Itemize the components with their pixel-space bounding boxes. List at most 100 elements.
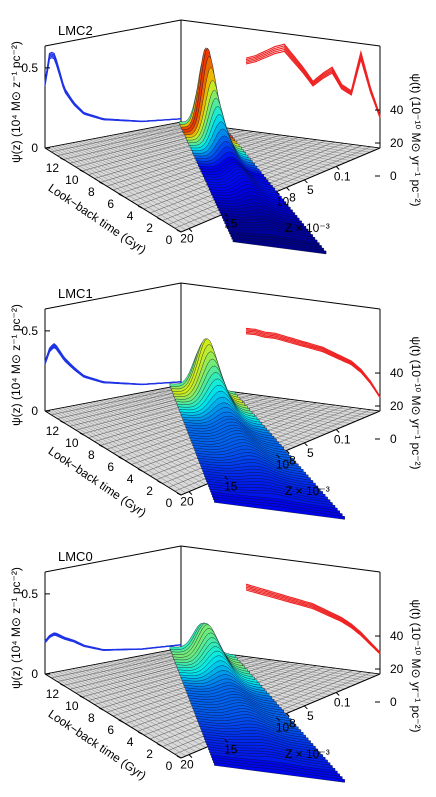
right-axis-tick-label: 0 xyxy=(390,169,397,183)
time-axis-tick xyxy=(157,743,162,747)
right-axis-tick-label: 20 xyxy=(390,136,404,150)
time-axis-tick-label: 2 xyxy=(146,221,153,235)
floor-grid-line xyxy=(51,146,192,228)
right-wall-top xyxy=(180,19,381,47)
floor-grid-line xyxy=(78,141,231,212)
z-axis-tick xyxy=(224,213,229,217)
floor-grid-line xyxy=(55,145,197,226)
panel-title: LMC0 xyxy=(58,549,93,564)
surface-ridge xyxy=(214,762,345,783)
left-axis-tick-label: 0 xyxy=(31,404,38,418)
left-wall-top xyxy=(44,19,182,47)
time-axis-tick-label: 6 xyxy=(107,723,114,737)
right-axis-tick-label: 40 xyxy=(390,629,404,643)
right-axis-label: ψ(t) (10⁻¹⁰ M⊙ yr⁻¹ pc⁻²) xyxy=(409,599,423,732)
psi-t-curve xyxy=(245,43,381,116)
time-axis-tick-label: 6 xyxy=(107,197,114,211)
right-axis-tick-label: 20 xyxy=(390,399,404,413)
psi-t-curve xyxy=(245,586,381,654)
time-axis-tick-label: 10 xyxy=(65,699,79,713)
surface-ridge xyxy=(232,238,327,255)
z-axis-tick-label: 10 xyxy=(276,458,290,472)
z-axis-tick xyxy=(276,717,280,722)
z-axis-tick xyxy=(188,754,193,758)
z-axis-tick xyxy=(276,191,280,196)
z-axis-tick xyxy=(286,187,290,191)
time-axis-tick-label: 0 xyxy=(166,496,173,510)
z-axis-tick-label: 8 xyxy=(289,453,296,467)
floor-grid-line xyxy=(72,668,221,742)
time-axis-tick-label: 8 xyxy=(88,185,95,199)
psi-t-curve xyxy=(245,589,381,655)
psi-t-curve xyxy=(245,329,381,398)
right-wall-top xyxy=(180,545,381,573)
left-wall-top xyxy=(44,545,182,573)
time-axis-tick-label: 4 xyxy=(127,735,134,749)
panel-title: LMC1 xyxy=(58,286,93,301)
z-axis-tick xyxy=(304,179,308,184)
left-wall-base xyxy=(44,384,182,412)
right-wall-top xyxy=(180,282,381,310)
floor-grid-line xyxy=(65,669,211,746)
z-axis-tick xyxy=(335,166,340,170)
z-axis-tick-label: 5 xyxy=(307,446,314,460)
time-axis-tick xyxy=(99,181,104,185)
time-axis-tick xyxy=(137,205,143,209)
time-axis-tick xyxy=(157,480,162,484)
time-axis-tick xyxy=(79,695,85,699)
z-axis-tick-label: 10 xyxy=(276,195,290,209)
left-axis-label: ψ(z) (10⁴ M⊙ z⁻¹ pc⁻²) xyxy=(9,41,23,163)
psi-z-curve xyxy=(44,51,182,122)
z-axis-line xyxy=(180,147,381,233)
time-axis-tick xyxy=(118,719,123,723)
z-axis-tick xyxy=(304,442,308,447)
floor-grid-line xyxy=(48,410,187,494)
time-axis-tick xyxy=(79,169,85,173)
floor-grid-line xyxy=(48,147,187,231)
z-axis-tick-label: 8 xyxy=(289,190,296,204)
z-axis-tick-label: 0.1 xyxy=(334,432,351,446)
right-axis-label: ψ(t) (10⁻¹⁰ M⊙ yr⁻¹ pc⁻²) xyxy=(409,336,423,469)
floor-grid-line xyxy=(58,671,201,750)
floor-grid-line xyxy=(58,408,201,487)
time-axis-tick xyxy=(60,420,65,424)
time-axis-tick xyxy=(176,755,182,759)
z-axis-tick-label: 0.1 xyxy=(334,695,351,709)
right-axis-tick-label: 0 xyxy=(390,695,397,709)
psi-z-curve xyxy=(44,53,182,122)
floor-grid-line xyxy=(65,143,211,220)
z-axis-tick-label: 15 xyxy=(224,743,238,757)
time-axis-tick xyxy=(176,229,182,233)
left-wall-base xyxy=(44,121,182,149)
time-axis-tick xyxy=(79,432,85,436)
right-axis-tick-label: 0 xyxy=(390,432,397,446)
left-axis-tick-label: 0.5 xyxy=(21,587,38,601)
right-axis-label: ψ(t) (10⁻¹⁰ M⊙ yr⁻¹ pc⁻²) xyxy=(409,73,423,206)
floor-grid-line xyxy=(68,406,216,481)
floor-grid-line xyxy=(61,407,206,485)
floor-grid-line xyxy=(61,670,206,748)
time-axis-tick-label: 12 xyxy=(46,424,60,438)
time-axis-tick xyxy=(60,157,65,161)
floor-grid-line xyxy=(48,673,187,757)
psi-z-curve xyxy=(44,345,182,386)
floor-grid-line xyxy=(150,127,336,168)
floor-grid-line xyxy=(65,406,211,483)
left-axis-label: ψ(z) (10⁴ M⊙ z⁻¹ pc⁻²) xyxy=(9,304,23,426)
floor-grid-line xyxy=(51,672,192,754)
psi-t-curve xyxy=(245,330,381,398)
z-axis-tick xyxy=(335,429,340,433)
z-axis-tick-label: 10 xyxy=(276,721,290,735)
psi-z-curve xyxy=(44,342,182,385)
floor-grid-line xyxy=(58,145,201,224)
z-axis-tick xyxy=(224,476,229,480)
psi-t-curve xyxy=(245,327,381,397)
z-axis-tick-label: 15 xyxy=(224,217,238,231)
floor-grid-line xyxy=(51,409,192,491)
psi-z-curve xyxy=(44,344,182,385)
left-axis-tick-label: 0 xyxy=(31,141,38,155)
left-axis-tick-label: 0.5 xyxy=(21,61,38,75)
z-axis-tick xyxy=(188,491,193,495)
